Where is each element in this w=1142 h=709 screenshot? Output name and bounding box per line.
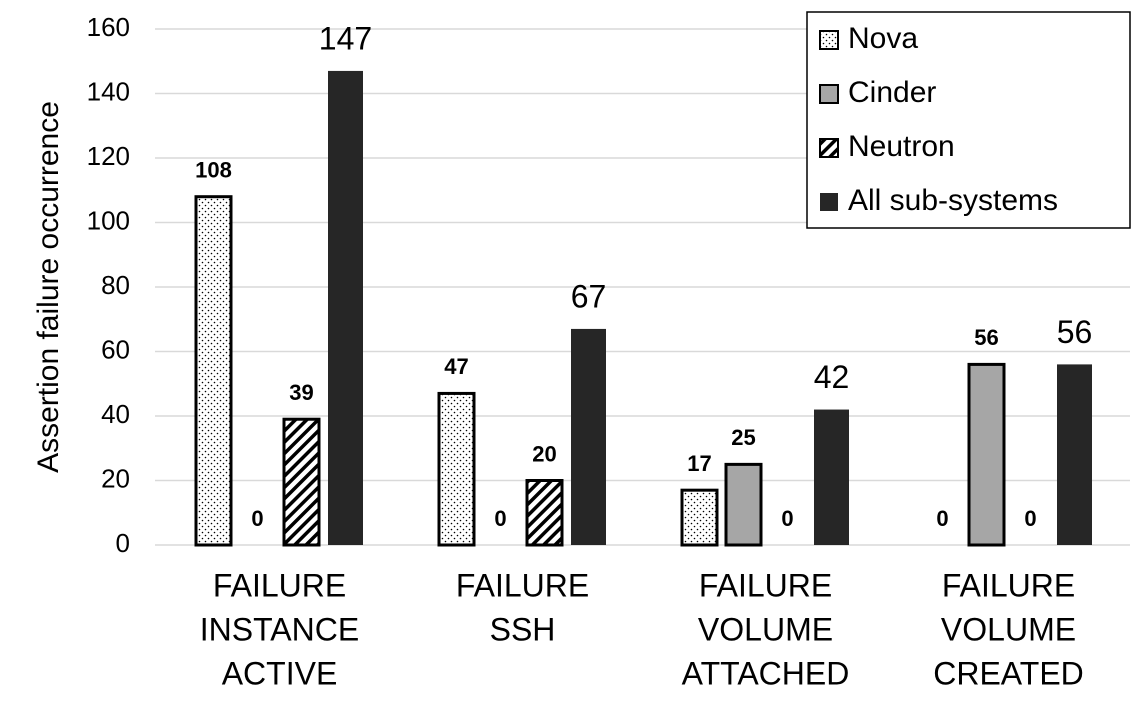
legend-box <box>806 11 1131 229</box>
value-label: 0 <box>494 506 506 531</box>
y-tick-label: 160 <box>87 12 130 42</box>
bar <box>194 195 233 547</box>
bar <box>814 409 849 545</box>
y-tick-label: 60 <box>101 334 130 364</box>
bar <box>1057 364 1092 545</box>
value-label: 108 <box>195 158 232 183</box>
y-tick-label: 40 <box>101 399 130 429</box>
x-tick-label: FAILURE <box>942 567 1075 603</box>
value-label: 47 <box>444 354 468 379</box>
legend-swatch <box>819 30 839 50</box>
y-tick-label: 100 <box>87 205 130 235</box>
y-tick-label: 120 <box>87 141 130 171</box>
bar <box>967 362 1006 547</box>
value-label: 25 <box>731 425 755 450</box>
x-tick-label: CREATED <box>933 655 1084 691</box>
y-tick-label: 20 <box>101 463 130 493</box>
value-label: 67 <box>571 278 607 314</box>
bar <box>437 391 476 547</box>
legend-swatch <box>819 84 839 104</box>
bar <box>571 328 606 545</box>
legend-swatch <box>819 138 839 158</box>
x-tick-label: ACTIVE <box>222 655 338 691</box>
value-label: 0 <box>251 506 263 531</box>
x-tick-label: INSTANCE <box>200 611 359 647</box>
legend-label: All sub-systems <box>848 184 1058 217</box>
bar <box>328 70 363 546</box>
x-tick-label: FAILURE <box>699 567 832 603</box>
legend-label: Nova <box>848 22 918 55</box>
value-label: 42 <box>814 359 850 395</box>
bar <box>282 417 321 547</box>
bar <box>724 462 763 547</box>
bar <box>680 488 719 547</box>
legend-label: Neutron <box>848 130 955 163</box>
bar <box>525 479 564 547</box>
value-label: 0 <box>936 506 948 531</box>
x-tick-label: FAILURE <box>456 567 589 603</box>
value-label: 0 <box>1024 506 1036 531</box>
value-label: 17 <box>687 451 711 476</box>
value-label: 20 <box>532 441 556 466</box>
legend-label: Cinder <box>848 76 936 109</box>
x-tick-label: VOLUME <box>941 611 1076 647</box>
legend-swatch <box>820 193 838 211</box>
x-tick-label: VOLUME <box>698 611 833 647</box>
value-label: 56 <box>1057 314 1093 350</box>
y-tick-label: 140 <box>87 76 130 106</box>
value-label: 39 <box>289 380 313 405</box>
value-label: 56 <box>974 325 998 350</box>
y-tick-label: 80 <box>101 270 130 300</box>
x-tick-label: FAILURE <box>213 567 346 603</box>
x-tick-label: SSH <box>490 611 556 647</box>
x-tick-label: ATTACHED <box>682 655 850 691</box>
value-label: 0 <box>781 506 793 531</box>
value-label: 147 <box>319 20 372 56</box>
y-axis-title: Assertion failure occurrence <box>32 101 65 473</box>
y-tick-label: 0 <box>116 528 130 558</box>
